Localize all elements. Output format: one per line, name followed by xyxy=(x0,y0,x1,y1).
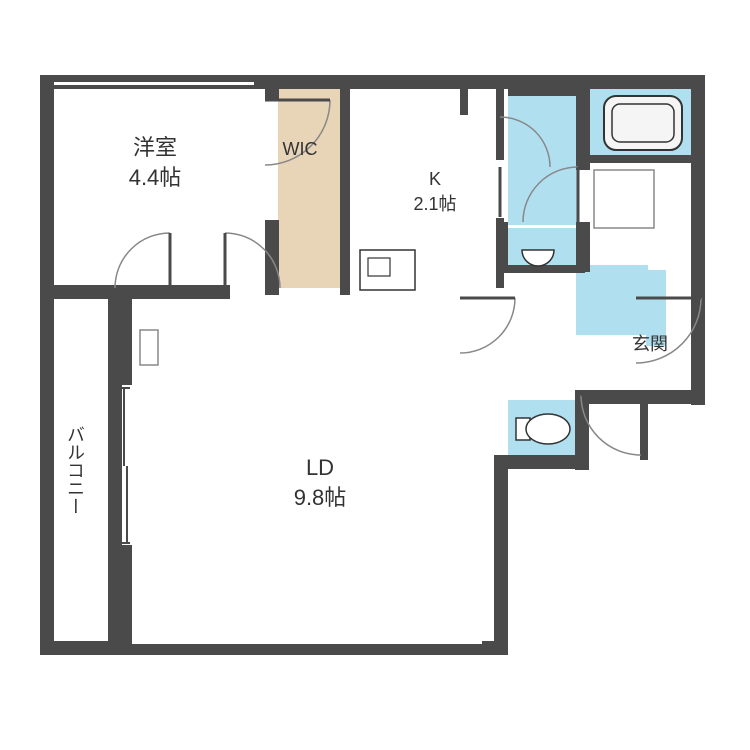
ld-label: LD xyxy=(306,455,334,480)
wall xyxy=(508,88,578,96)
wall xyxy=(118,295,132,385)
wall xyxy=(500,222,508,272)
window xyxy=(132,641,482,644)
wall xyxy=(500,265,585,273)
misc-rect xyxy=(594,170,654,228)
door-arc xyxy=(460,298,515,353)
bedroom-label: 洋室 xyxy=(133,135,177,160)
wall xyxy=(40,285,54,655)
wall xyxy=(40,285,230,299)
wet-area xyxy=(508,160,578,225)
floorplan-diagram: 洋室 4.4帖 WIC K 2.1帖 LD 9.8帖 玄関バルコニー xyxy=(0,0,750,750)
door-arc xyxy=(115,233,170,288)
wall xyxy=(580,75,695,89)
wall xyxy=(494,455,589,469)
wall xyxy=(40,641,115,655)
wall xyxy=(575,455,589,465)
wall xyxy=(691,75,705,405)
bedroom-size: 4.4帖 xyxy=(129,165,182,190)
floorplan-svg: 洋室 4.4帖 WIC K 2.1帖 LD 9.8帖 玄関バルコニー xyxy=(0,0,750,750)
kitchen-size: 2.1帖 xyxy=(413,194,456,214)
wall xyxy=(576,222,590,272)
wall xyxy=(340,75,350,295)
wic-label: WIC xyxy=(283,139,318,159)
entrance-label: 玄関 xyxy=(632,334,668,354)
kitchen-label: K xyxy=(429,169,441,189)
misc-rect xyxy=(140,330,158,365)
ld-size: 9.8帖 xyxy=(294,485,347,510)
wall xyxy=(40,75,54,295)
balcony-label: バルコニー xyxy=(65,425,85,515)
window xyxy=(54,82,254,85)
toilet-bowl xyxy=(526,414,570,444)
wall xyxy=(500,75,580,89)
wall xyxy=(460,75,468,115)
wall xyxy=(265,75,279,100)
wall xyxy=(640,395,648,460)
wet-area xyxy=(508,88,578,168)
wic-area xyxy=(278,88,342,288)
wall xyxy=(118,545,132,655)
wall xyxy=(494,455,508,655)
wall xyxy=(578,155,693,163)
wall xyxy=(265,220,279,295)
wet-area xyxy=(576,265,648,335)
